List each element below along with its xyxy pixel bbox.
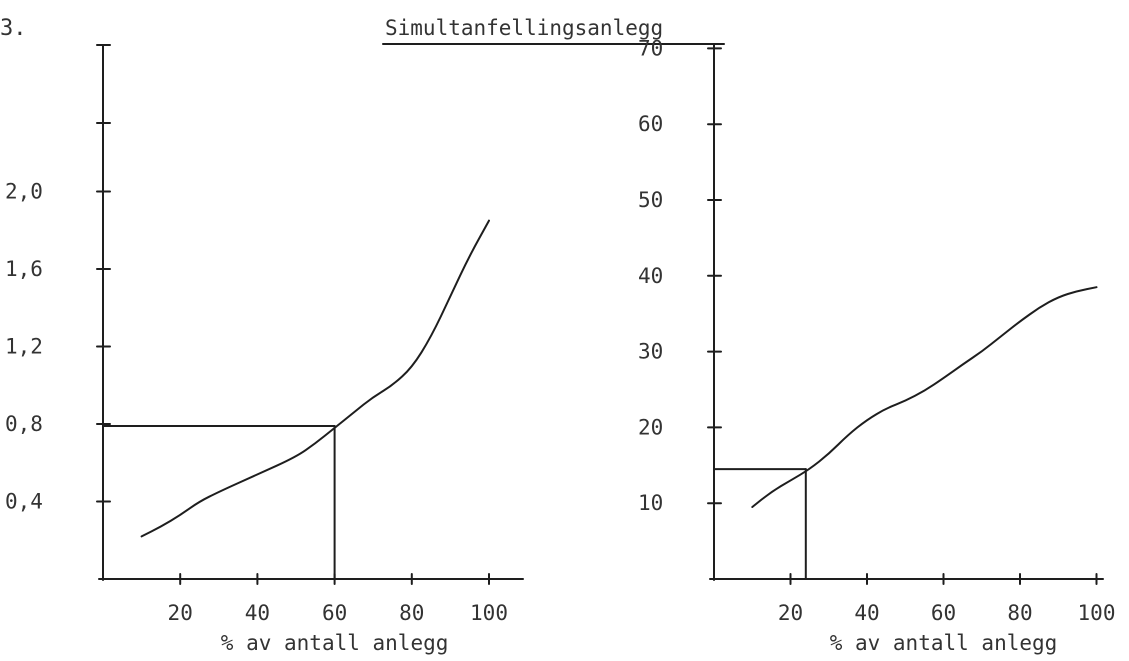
x-tick-label: 100 <box>1078 601 1116 625</box>
x-tick-label: 80 <box>1007 601 1032 625</box>
data-line <box>140 219 490 538</box>
chart-right: Simultanfellingsanlegg 10 20 30 40 50 60 70 20 4… <box>382 16 1116 655</box>
y-tick-label: 1,6 <box>5 257 43 281</box>
data-line <box>751 286 1098 508</box>
x-tick-label: 60 <box>931 601 956 625</box>
y-tick-label: 20 <box>638 415 663 439</box>
y-tick-label: 10 <box>638 491 663 515</box>
y-tick-label: 2,0 <box>5 180 43 204</box>
x-tick-label: 100 <box>470 601 508 625</box>
y-tick-label: 0,4 <box>5 490 43 514</box>
y-tick-label: 70 <box>638 36 663 60</box>
x-tick-label: 80 <box>399 601 424 625</box>
chart-left: 0,4 0,8 1,2 1,6 2,0 20 40 60 80 100 % av antall an… <box>5 44 524 655</box>
y-tick-label: 0,8 <box>5 412 43 436</box>
y-tick-label: 30 <box>638 340 663 364</box>
x-tick-label: 60 <box>322 601 347 625</box>
x-axis-label: % av antall anlegg <box>221 631 449 655</box>
y-tick-label: 60 <box>638 112 663 136</box>
y-tick-label: 50 <box>638 188 663 212</box>
x-tick-label: 40 <box>245 601 270 625</box>
x-tick-label: 20 <box>168 601 193 625</box>
x-tick-label: 20 <box>778 601 803 625</box>
page-label: 3. <box>0 16 27 41</box>
x-tick-label: 40 <box>854 601 879 625</box>
chart-title: Simultanfellingsanlegg <box>385 16 663 40</box>
x-axis-label: % av antall anlegg <box>830 631 1058 655</box>
y-tick-label: 40 <box>638 264 663 288</box>
y-tick-label: 1,2 <box>5 335 43 359</box>
